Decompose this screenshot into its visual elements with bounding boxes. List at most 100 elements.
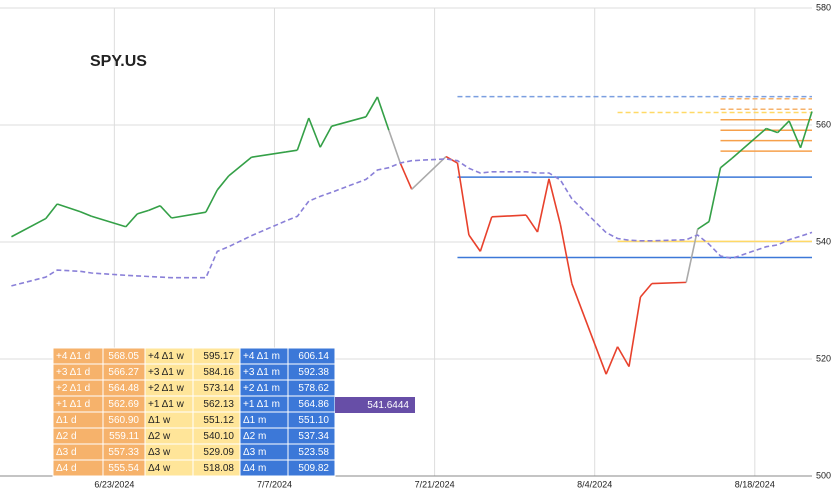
price-segment [411,156,447,190]
price-segment [616,346,630,368]
price-segment [137,209,149,215]
price-segment [11,217,47,238]
x-tick-label: 7/7/2024 [257,479,292,489]
price-segment [720,157,733,169]
table-text: Δ2 d [56,431,77,442]
price-segment [376,96,390,131]
table-cell [287,459,336,477]
chart-title: SPY.US [90,53,147,70]
price-segment [456,162,470,236]
table-text: +4 Δ1 m [243,351,280,362]
price-segment [296,117,310,151]
table-text: Δ1 d [56,415,77,426]
level-table: +4 Δ1 d 568.05 +4 Δ1 w 595.17 +4 Δ1 m 606.14 +… [52,347,415,477]
x-tick-label: 8/18/2024 [735,479,775,489]
price-segment [91,215,127,228]
table-text: 540.10 [203,431,234,442]
price-segment [525,214,539,233]
price-segment [285,149,298,153]
price-segment [628,296,642,367]
price-segment [319,125,333,148]
table-text: 551.10 [298,415,329,426]
table-text: Δ1 m [243,415,266,426]
price-segment [148,204,161,212]
table-text: Δ2 m [243,431,266,442]
table-text: 564.86 [298,399,329,410]
value-label: 541.6444 [367,400,409,411]
table-text: 523.58 [298,447,329,458]
price-segment [365,96,379,118]
table-text: 584.16 [203,367,234,378]
price-segment [216,175,230,191]
table-text: Δ1 w [148,415,171,426]
price-segment [228,156,253,177]
table-text: Δ2 w [148,431,171,442]
table-text: +1 Δ1 d [56,399,90,410]
price-segment [548,178,562,225]
y-tick-label: 500 [816,470,831,480]
price-segment [559,224,573,284]
table-text: 573.14 [203,383,234,394]
table-text: 566.27 [108,367,139,378]
price-segment [251,151,287,158]
table-text: 592.38 [298,367,329,378]
table-text: 559.11 [109,431,139,442]
price-segment [388,130,402,164]
table-text: 578.62 [298,383,329,394]
price-segment [45,203,58,220]
y-tick-label: 520 [816,353,831,363]
table-text: Δ4 d [56,463,77,474]
lines [11,96,813,375]
table-text: 509.82 [298,463,329,474]
x-tick-label: 7/21/2024 [415,479,455,489]
price-segment [731,127,767,159]
levels [457,95,812,259]
table-text: Δ4 w [148,463,171,474]
average-line [11,158,813,287]
table-text: 564.48 [108,383,139,394]
table-text: +4 Δ1 d [56,351,90,362]
price-segment [536,178,550,233]
table-text: Δ3 d [56,447,77,458]
price-segment [708,167,722,222]
price-segment [685,228,699,283]
price-segment [468,234,481,252]
price-segment [639,283,653,298]
price-segment [765,127,778,134]
price-segment [479,216,493,252]
price-segment [56,203,81,213]
price-segment [171,211,206,219]
table-text: 557.33 [108,447,139,458]
table-text: +2 Δ1 w [148,383,185,394]
price-segment [788,120,802,149]
table-text: +4 Δ1 w [148,351,185,362]
price-segment [331,116,367,127]
table-text: 537.34 [298,431,329,442]
price-segment [571,283,607,375]
price-segment [605,346,619,375]
price-segment [799,111,813,149]
table-text: 518.08 [203,463,234,474]
price-segment [651,281,687,285]
table-text: 555.54 [108,463,139,474]
table-text: +3 Δ1 w [148,367,185,378]
table-text: +3 Δ1 m [243,367,280,378]
price-segment [308,117,321,148]
table-text: +2 Δ1 m [243,383,280,394]
table-text: 568.05 [108,351,139,362]
table-text: +3 Δ1 d [56,367,90,378]
table-text: +2 Δ1 d [56,383,90,394]
table-text: 551.12 [203,415,234,426]
value-label-box [335,397,415,413]
table-text: Δ3 m [243,447,266,458]
table-text: +1 Δ1 m [243,399,280,410]
y-tick-label: 540 [816,236,831,246]
y-tick-label: 580 [816,2,831,12]
table-text: 562.13 [203,399,234,410]
price-segment [777,120,790,134]
price-segment [491,214,527,218]
table-text: 560.90 [108,415,139,426]
x-tick-label: 6/23/2024 [94,479,134,489]
price-segment [697,220,710,230]
